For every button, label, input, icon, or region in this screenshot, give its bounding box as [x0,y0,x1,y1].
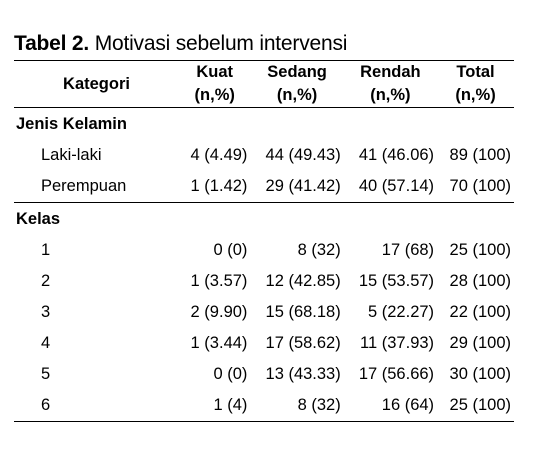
header-total: Total [437,60,514,84]
cell-sedang: 12 (42.85) [265,272,341,290]
header-kuat: Kuat [179,60,251,84]
cell-sedang: 15 (68.18) [265,303,341,321]
cell-kuat: 2 (9.90) [190,303,248,321]
cell-total: 70 (100) [437,171,514,203]
cell-rendah: 40 (57.14) [343,171,438,203]
cell-sedang: 8 (32) [297,241,341,259]
table-row: Perempuan 1 (1.42) 29 (41.42) 40 (57.14) 70 … [14,171,514,203]
header-category: Kategori [14,60,179,108]
table-row: 2 1 (3.57) 12 (42.85) 15 (53.57) 28 (100) [14,266,514,297]
motivation-table: Kategori Kuat Sedang Rendah Total (n,%) … [14,60,514,422]
cell-sedang: 8 (32) [250,390,344,422]
row-label: 1 [41,241,51,259]
table-body: Jenis Kelamin Laki-laki 4 (4.49) 44 (49.43)… [14,108,514,422]
cell-sedang: 13 (43.33) [265,365,341,383]
group-row: Jenis Kelamin [14,108,514,141]
cell-total: 89 (100) [449,146,511,164]
header-total-unit: (n,%) [437,84,514,108]
header-kuat-unit: (n,%) [179,84,251,108]
row-label: Laki-laki [41,146,102,164]
cell-total: 25 (100) [449,241,511,259]
cell-kuat: 0 (0) [213,365,248,383]
cell-kuat: 1 (1.42) [179,171,251,203]
cell-sedang: 29 (41.42) [250,171,344,203]
cell-total: 28 (100) [449,272,511,290]
cell-total: 22 (100) [449,303,511,321]
cell-rendah: 41 (46.06) [358,146,435,164]
row-label: Perempuan [14,171,179,203]
cell-sedang: 17 (58.62) [265,334,341,352]
group-row: Kelas [14,203,514,236]
row-label: 4 [41,334,51,352]
table-caption: Tabel 2. Motivasi sebelum intervensi [14,32,347,56]
cell-rendah: 11 (37.93) [360,334,435,352]
cell-rendah: 16 (64) [343,390,438,422]
cell-kuat: 1 (3.44) [190,334,248,352]
cell-kuat: 4 (4.49) [190,146,248,164]
row-label: 6 [14,390,179,422]
table-title: Motivasi sebelum intervensi [94,32,348,55]
table-number: Tabel 2. [14,32,90,55]
group-title: Jenis Kelamin [16,114,127,133]
table-row: 5 0 (0) 13 (43.33) 17 (56.66) 30 (100) [14,359,514,390]
cell-total: 30 (100) [449,365,511,383]
header-sedang-unit: (n,%) [250,84,344,108]
cell-sedang: 44 (49.43) [265,146,341,164]
cell-kuat: 1 (4) [179,390,251,422]
cell-total: 25 (100) [437,390,514,422]
table-row: Laki-laki 4 (4.49) 44 (49.43) 41 (46.06) 89 … [14,140,514,171]
cell-rendah: 17 (56.66) [358,365,435,383]
cell-kuat: 0 (0) [213,241,248,259]
cell-rendah: 17 (68) [381,241,435,259]
row-label: 2 [41,272,51,290]
cell-total: 29 (100) [449,334,511,352]
cell-rendah: 5 (22.27) [368,303,435,321]
header-rendah: Rendah [343,60,438,84]
row-label: 3 [41,303,51,321]
cell-kuat: 1 (3.57) [190,272,248,290]
cell-rendah: 15 (53.57) [358,272,435,290]
row-label: 5 [41,365,51,383]
header-rendah-unit: (n,%) [343,84,438,108]
group-title: Kelas [16,209,61,228]
table-row: 3 2 (9.90) 15 (68.18) 5 (22.27) 22 (100) [14,297,514,328]
table-row: 1 0 (0) 8 (32) 17 (68) 25 (100) [14,235,514,266]
header-sedang: Sedang [250,60,344,84]
table-row: 4 1 (3.44) 17 (58.62) 11 (37.93) 29 (100) [14,328,514,359]
